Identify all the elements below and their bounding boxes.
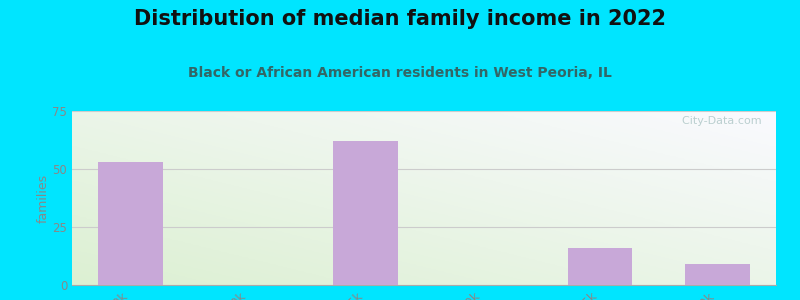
Bar	[568, 248, 632, 285]
Text: City-Data.com: City-Data.com	[675, 116, 762, 126]
Text: Black or African American residents in West Peoria, IL: Black or African American residents in W…	[188, 66, 612, 80]
Bar	[333, 141, 398, 285]
Bar	[98, 162, 163, 285]
Bar	[685, 264, 750, 285]
Y-axis label: families: families	[37, 173, 50, 223]
Text: Distribution of median family income in 2022: Distribution of median family income in …	[134, 9, 666, 29]
